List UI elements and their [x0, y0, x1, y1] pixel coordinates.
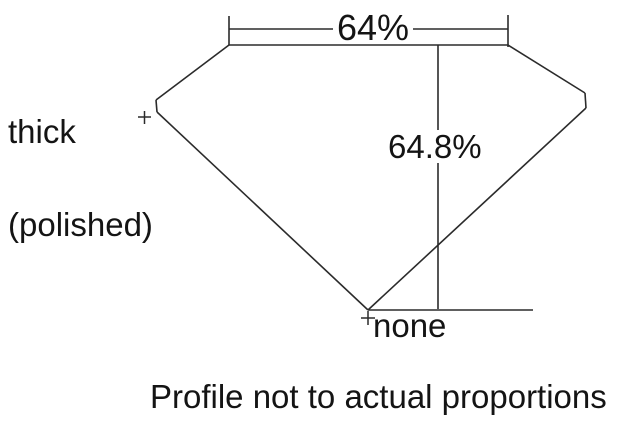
crown-facet-left-line: [155, 44, 230, 101]
girdle-right-line: [584, 92, 587, 109]
culet-size-label: none: [373, 307, 447, 344]
diagram-caption: Profile not to actual proportions: [150, 378, 607, 415]
table-percent-label: 64%: [333, 10, 414, 46]
girdle-measure-cross-icon: [138, 111, 151, 124]
crown-facet-right-line: [507, 44, 586, 94]
depth-percent-label: 64.8%: [383, 130, 487, 163]
culet-measure-cross-icon: [361, 311, 375, 325]
pavilion-facet-right-line: [367, 107, 587, 311]
girdle-thickness-label: thick (polished): [8, 54, 153, 302]
girdle-thickness-label-line1: thick: [8, 113, 76, 150]
girdle-thickness-label-line2: (polished): [8, 206, 153, 243]
pavilion-facet-left-line: [156, 111, 369, 311]
girdle-left-line: [155, 99, 158, 113]
